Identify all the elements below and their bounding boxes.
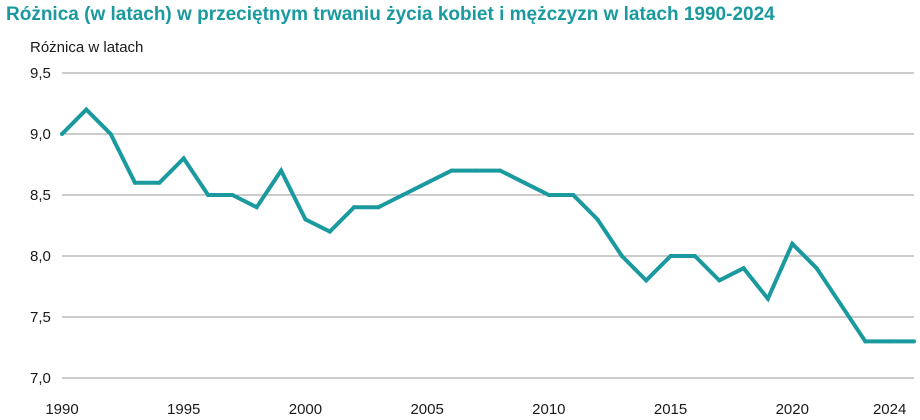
data-point <box>717 278 722 283</box>
data-point <box>790 241 795 246</box>
data-point <box>741 266 746 271</box>
data-point <box>473 168 478 173</box>
data-point <box>230 193 235 197</box>
data-point <box>279 168 284 173</box>
data-point <box>571 193 576 197</box>
x-tick-label: 2015 <box>654 401 687 418</box>
data-point <box>425 180 430 185</box>
y-tick-label: 7,5 <box>30 309 51 326</box>
data-point <box>84 107 89 112</box>
data-point <box>644 278 649 283</box>
data-point <box>912 339 916 344</box>
data-point <box>303 217 308 222</box>
data-point <box>546 193 551 197</box>
x-tick-label: 2005 <box>410 401 443 418</box>
data-point <box>765 296 770 301</box>
x-tick-label: 2020 <box>776 401 809 418</box>
data-point <box>206 193 211 197</box>
data-point <box>668 254 673 258</box>
y-tick-label: 7,0 <box>30 370 51 387</box>
y-tick-label: 8,0 <box>30 248 51 265</box>
x-tick-label: 2010 <box>532 401 565 418</box>
series-layer <box>60 106 916 344</box>
series-line <box>60 106 914 344</box>
x-tick-label: 1995 <box>167 401 200 418</box>
y-tick-label: 9,5 <box>30 65 51 82</box>
data-point <box>400 193 405 197</box>
data-point <box>327 229 332 234</box>
data-point <box>839 302 843 307</box>
data-point <box>108 132 113 136</box>
y-axis-ticks: 7,0 7,5 8,0 8,5 9,0 9,5 <box>30 65 51 387</box>
chart-title: Różnica (w latach) w przeciętnym trwaniu… <box>6 4 775 25</box>
data-point <box>498 168 503 173</box>
data-point <box>522 180 527 185</box>
data-point <box>692 254 697 258</box>
data-point <box>814 266 819 271</box>
x-tick-label: 1990 <box>45 401 78 418</box>
y-axis-label: Różnica w latach <box>30 39 143 56</box>
gridlines <box>62 72 914 379</box>
x-tick-label: 2000 <box>289 401 322 418</box>
y-tick-label: 9,0 <box>30 126 51 143</box>
data-point <box>181 156 186 161</box>
y-tick-label: 8,5 <box>30 187 51 204</box>
data-point <box>595 217 600 222</box>
data-point <box>449 168 454 173</box>
data-point <box>352 205 357 210</box>
data-point <box>376 205 381 210</box>
x-tick-label: 2024 <box>873 401 906 418</box>
x-axis-ticks: 1990 1995 2000 2005 2010 2015 2020 2024 <box>45 401 906 418</box>
data-point <box>887 339 892 344</box>
data-point <box>619 254 624 258</box>
data-point <box>254 205 259 210</box>
data-point <box>863 339 868 344</box>
data-point <box>60 132 64 136</box>
data-point <box>157 180 162 185</box>
data-point <box>133 180 137 185</box>
